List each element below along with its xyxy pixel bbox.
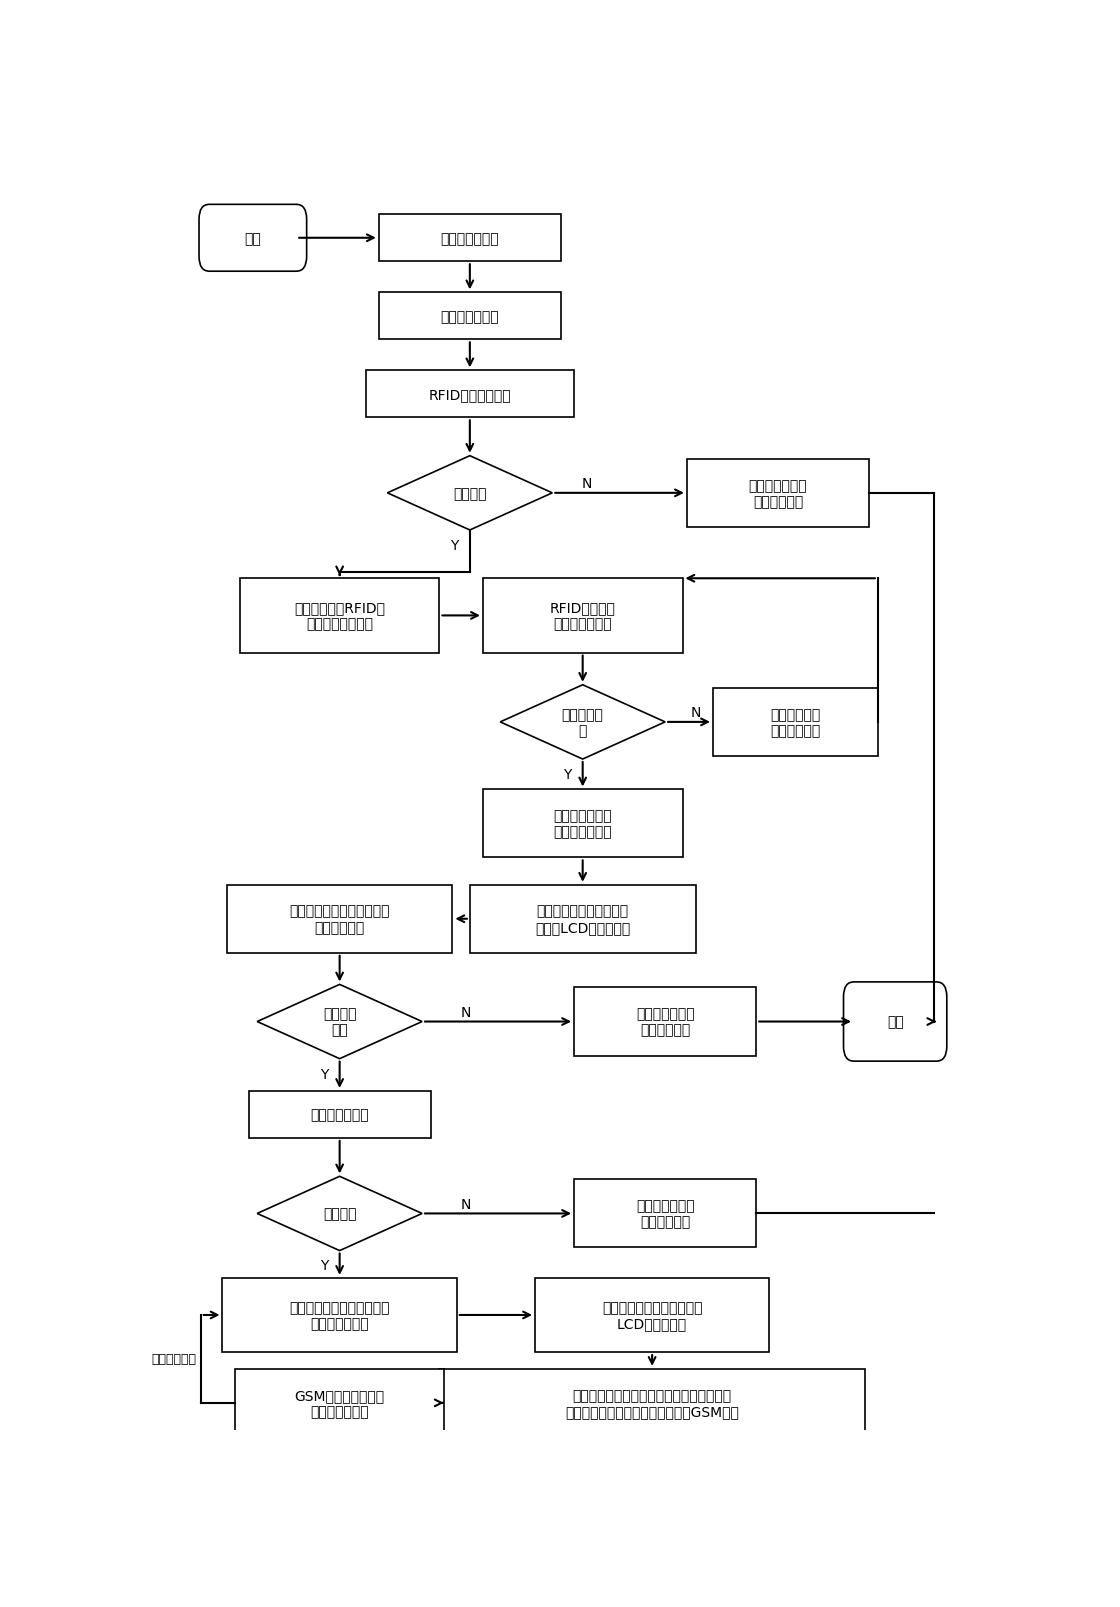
Text: 北斗模块初始化: 北斗模块初始化 <box>310 1107 368 1122</box>
Text: 发送错误信息到
故障报警模块: 发送错误信息到 故障报警模块 <box>636 1008 694 1037</box>
Polygon shape <box>258 985 422 1059</box>
FancyBboxPatch shape <box>223 1278 457 1351</box>
Text: Y: Y <box>563 768 571 781</box>
Text: N: N <box>690 705 701 720</box>
Text: Y: Y <box>450 538 458 553</box>
Polygon shape <box>388 456 552 530</box>
FancyBboxPatch shape <box>687 460 869 527</box>
FancyBboxPatch shape <box>249 1091 431 1138</box>
FancyBboxPatch shape <box>535 1278 769 1351</box>
Text: 间隔固定时长: 间隔固定时长 <box>151 1353 196 1366</box>
FancyBboxPatch shape <box>199 206 307 272</box>
FancyBboxPatch shape <box>483 791 682 858</box>
Text: 处理器模块发送卫星数据到
LCD液晶显示屏: 处理器模块发送卫星数据到 LCD液晶显示屏 <box>601 1300 702 1331</box>
Text: Y: Y <box>320 1258 328 1273</box>
FancyBboxPatch shape <box>843 982 946 1062</box>
Text: N: N <box>581 477 592 490</box>
Text: 北斗模块接收卫星数据并发
送给处理器模块: 北斗模块接收卫星数据并发 送给处理器模块 <box>289 1300 390 1331</box>
FancyBboxPatch shape <box>235 1369 444 1437</box>
Text: 发送错误信息到
故障报警模块: 发送错误信息到 故障报警模块 <box>748 479 808 509</box>
Text: 是否写入
成功: 是否写入 成功 <box>323 1008 356 1037</box>
Text: 是否正常: 是否正常 <box>323 1207 356 1221</box>
Text: 是否正常: 是否正常 <box>454 487 486 500</box>
Text: 主控芯片初始化: 主控芯片初始化 <box>440 310 500 323</box>
FancyBboxPatch shape <box>712 688 878 757</box>
FancyBboxPatch shape <box>439 1369 865 1437</box>
Text: 处理器模块将北斗模块接收的卫星数据和存
储模块中的车牌数据封装并发送给GSM模块: 处理器模块将北斗模块接收的卫星数据和存 储模块中的车牌数据封装并发送给GSM模块 <box>566 1388 739 1417</box>
Text: 处理器模块发送电子车牌
信息到LCD液晶显示屏: 处理器模块发送电子车牌 信息到LCD液晶显示屏 <box>535 905 631 934</box>
Text: 发送无数据信
息到显示模块: 发送无数据信 息到显示模块 <box>771 707 821 738</box>
Text: 是否读到信
息: 是否读到信 息 <box>562 707 604 738</box>
Text: 处理器模块给RFID阅
读器发送读卡指令: 处理器模块给RFID阅 读器发送读卡指令 <box>295 601 385 632</box>
Polygon shape <box>258 1176 422 1250</box>
FancyBboxPatch shape <box>573 988 756 1056</box>
Polygon shape <box>501 685 665 760</box>
FancyBboxPatch shape <box>470 885 696 953</box>
FancyBboxPatch shape <box>379 215 561 262</box>
Text: GSM模块发送车标坐
标到远端服务器: GSM模块发送车标坐 标到远端服务器 <box>295 1388 384 1417</box>
Text: 处理器模块将卡信息加密并
写入存储模块: 处理器模块将卡信息加密并 写入存储模块 <box>289 905 390 934</box>
Text: 发送错误信息到
故障报警模块: 发送错误信息到 故障报警模块 <box>636 1199 694 1229</box>
FancyBboxPatch shape <box>240 579 439 652</box>
Text: RFID阅读器读
取电子车牌信息: RFID阅读器读 取电子车牌信息 <box>550 601 616 632</box>
FancyBboxPatch shape <box>226 885 452 953</box>
Text: N: N <box>460 1197 470 1210</box>
Text: Y: Y <box>320 1067 328 1082</box>
Text: N: N <box>460 1004 470 1019</box>
FancyBboxPatch shape <box>483 579 682 652</box>
FancyBboxPatch shape <box>365 371 573 418</box>
Text: RFID阅读器初始化: RFID阅读器初始化 <box>429 387 511 402</box>
FancyBboxPatch shape <box>379 292 561 341</box>
Text: 显示模块初始化: 显示模块初始化 <box>440 231 500 246</box>
FancyBboxPatch shape <box>573 1180 756 1247</box>
Text: 结束: 结束 <box>887 1016 904 1028</box>
Text: 开始: 开始 <box>244 231 261 246</box>
Text: 发送电子车牌信
息到处理器模块: 发送电子车牌信 息到处理器模块 <box>553 808 612 839</box>
